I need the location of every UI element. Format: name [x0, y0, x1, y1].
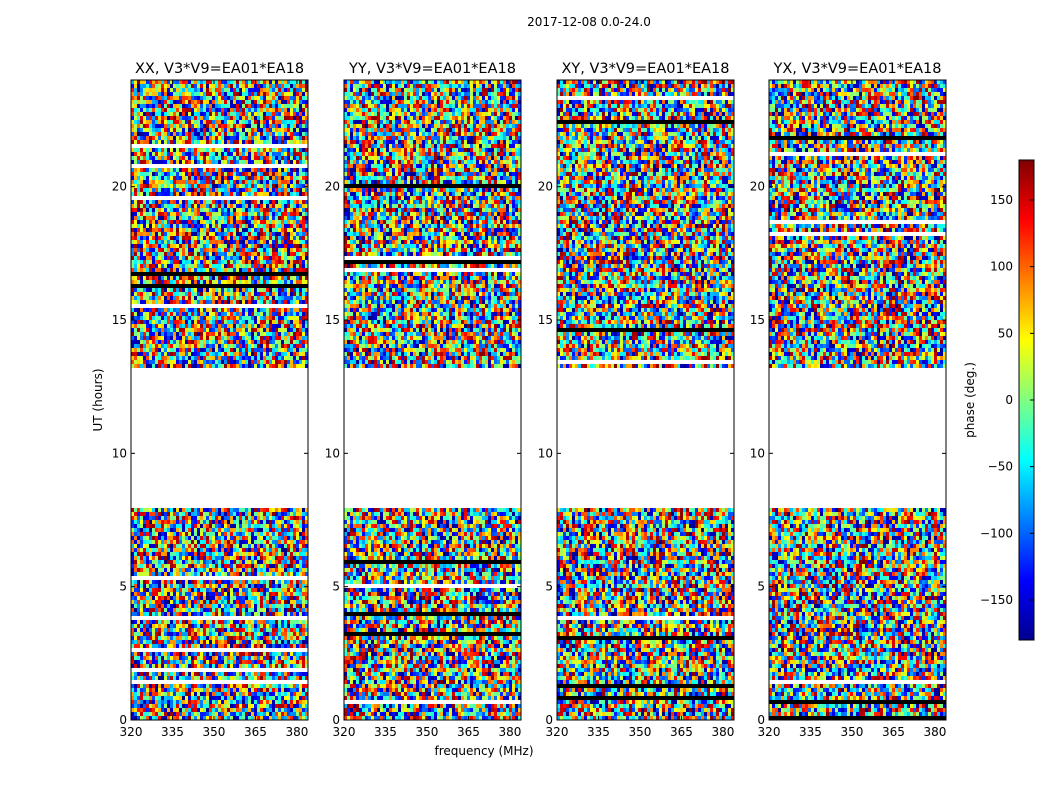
y-tick-label: 0 — [119, 713, 127, 727]
phase-heatmap — [131, 80, 308, 720]
x-tick-label: 335 — [587, 725, 610, 739]
y-tick-label: 0 — [332, 713, 340, 727]
colorbar-tick-label: −100 — [980, 526, 1013, 540]
phase-heatmap — [557, 80, 734, 720]
panel-title: YY, V3*V9=EA01*EA18 — [348, 61, 516, 77]
x-tick-label: 320 — [333, 725, 356, 739]
x-tick-label: 380 — [711, 725, 734, 739]
y-tick-label: 0 — [757, 713, 765, 727]
y-tick-label: 5 — [332, 580, 340, 594]
y-tick-label: 10 — [538, 446, 553, 460]
x-tick-label: 350 — [416, 725, 439, 739]
colorbar-tick-label: 150 — [990, 193, 1013, 207]
colorbar-ticks: −150 −100 −50 0 50 100 150 — [980, 193, 1034, 607]
x-tick-label: 380 — [923, 725, 946, 739]
x-tick-label: 365 — [457, 725, 480, 739]
panels: XX, V3*V9=EA01*EA18 320 335 350 365 380 0 5 10 15… — [112, 61, 947, 739]
x-tick-label: 350 — [841, 725, 864, 739]
panel-xy: XY, V3*V9=EA01*EA18 320 335 350 365 380 0 5 10 15… — [538, 61, 735, 739]
panel-yx: YX, V3*V9=EA01*EA18 320 335 350 365 380 0 5 10 15… — [750, 61, 947, 739]
phase-heatmap — [344, 80, 521, 720]
x-tick-label: 350 — [629, 725, 652, 739]
y-tick-label: 5 — [757, 580, 765, 594]
x-tick-label: 320 — [546, 725, 569, 739]
y-tick-label: 10 — [750, 446, 765, 460]
panel-yy: YY, V3*V9=EA01*EA18 320 335 350 365 380 0 5 10 15… — [325, 61, 522, 739]
y-tick-label: 20 — [325, 180, 340, 194]
x-tick-label: 320 — [758, 725, 781, 739]
y-tick-label: 15 — [325, 313, 340, 327]
x-tick-label: 380 — [285, 725, 308, 739]
figure-title: 2017-12-08 0.0-24.0 — [527, 15, 651, 29]
x-tick-label: 335 — [161, 725, 184, 739]
y-tick-label: 20 — [750, 180, 765, 194]
panel-frame — [768, 79, 947, 721]
y-axis-label: UT (hours) — [91, 368, 105, 431]
y-tick-label: 5 — [119, 580, 127, 594]
y-tick-label: 15 — [750, 313, 765, 327]
colorbar-tick-label: 0 — [1005, 393, 1013, 407]
x-tick-label: 320 — [120, 725, 143, 739]
y-tick-label: 15 — [538, 313, 553, 327]
y-tick-label: 10 — [325, 446, 340, 460]
colorbar: −150 −100 −50 0 50 100 150 phase (deg.) — [963, 159, 1035, 641]
x-tick-label: 335 — [374, 725, 397, 739]
colorbar-tick-label: −50 — [988, 460, 1013, 474]
panel-frame — [556, 79, 735, 721]
x-tick-label: 365 — [670, 725, 693, 739]
y-tick-label: 20 — [538, 180, 553, 194]
x-tick-label: 335 — [799, 725, 822, 739]
y-tick-label: 15 — [112, 313, 127, 327]
y-tick-label: 5 — [545, 580, 553, 594]
panel-xx: XX, V3*V9=EA01*EA18 320 335 350 365 380 0 5 10 15… — [112, 61, 309, 739]
x-axis-label: frequency (MHz) — [434, 744, 533, 758]
y-tick-label: 10 — [112, 446, 127, 460]
colorbar-label: phase (deg.) — [963, 362, 977, 438]
panel-title: YX, V3*V9=EA01*EA18 — [772, 61, 941, 77]
panel-title: XX, V3*V9=EA01*EA18 — [135, 61, 304, 77]
x-tick-label: 365 — [882, 725, 905, 739]
colorbar-tick-label: 100 — [990, 260, 1013, 274]
x-tick-label: 350 — [203, 725, 226, 739]
x-tick-label: 365 — [244, 725, 267, 739]
colorbar-tick-label: 50 — [998, 326, 1013, 340]
y-tick-label: 0 — [545, 713, 553, 727]
panel-frame — [343, 79, 522, 721]
y-tick-label: 20 — [112, 180, 127, 194]
panel-frame — [130, 79, 309, 721]
colorbar-tick-label: −150 — [980, 593, 1013, 607]
phase-heatmap — [769, 80, 946, 720]
x-tick-label: 380 — [498, 725, 521, 739]
panel-title: XY, V3*V9=EA01*EA18 — [561, 61, 729, 77]
